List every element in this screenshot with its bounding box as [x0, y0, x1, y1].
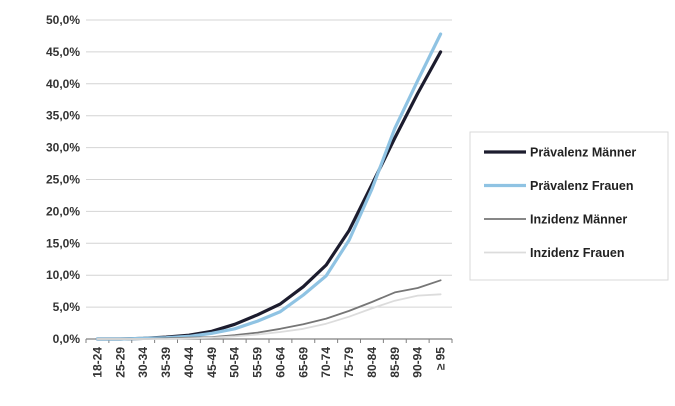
legend-box: [469, 131, 669, 281]
legend-label: Inzidenz Männer: [530, 213, 627, 227]
series-line-4: [96, 293, 442, 340]
x-tick-label: 75-79: [342, 347, 356, 378]
series-layer: [95, 32, 443, 341]
grid-layer: [86, 19, 452, 308]
series-line-1: [95, 50, 443, 341]
y-tick-label: 30,0%: [46, 141, 80, 155]
x-tick-label: 90-94: [411, 347, 425, 378]
x-tick-label: 35-39: [159, 347, 173, 378]
y-tick-label: 20,0%: [46, 204, 80, 218]
x-tick-label: 60-64: [273, 347, 287, 378]
y-tick-label: 5,0%: [53, 300, 81, 314]
y-tick-label: 40,0%: [46, 77, 80, 91]
x-tick-label: 80-84: [365, 347, 379, 378]
legend-label: Prävalenz Frauen: [530, 179, 634, 193]
series-line-2: [95, 32, 443, 341]
x-tick-label: 30-34: [136, 347, 150, 378]
y-tick-label: 15,0%: [46, 236, 80, 250]
y-tick-label: 50,0%: [46, 13, 80, 27]
x-tick-label: 50-54: [228, 347, 242, 378]
x-tick-label: 45-49: [205, 347, 219, 378]
x-tick-label: 18-24: [90, 347, 104, 378]
y-tick-label: 35,0%: [46, 109, 80, 123]
x-tick-label: 40-44: [182, 347, 196, 378]
legend-label: Inzidenz Frauen: [530, 246, 624, 260]
x-tick-label: 70-74: [319, 347, 333, 378]
y-tick-label: 45,0%: [46, 45, 80, 59]
legend: Prävalenz Männer Prävalenz Frauen Inzidenz…: [484, 146, 636, 260]
axis-layer: 0,0% 5,0% 10,0% 15,0% 20,0% 25,0% 30,0% 35,0% 40…: [46, 13, 453, 378]
x-tick-label: ≥ 95: [434, 347, 448, 371]
x-tick-label: 55-59: [251, 347, 265, 378]
x-tick-label: 25-29: [113, 347, 127, 378]
y-tick-label: 0,0%: [53, 332, 81, 346]
legend-label: Prävalenz Männer: [530, 146, 636, 160]
y-tick-label: 25,0%: [46, 173, 80, 187]
x-tick-label: 65-69: [296, 347, 310, 378]
x-tick-label: 85-89: [388, 347, 402, 378]
y-tick-label: 10,0%: [46, 268, 80, 282]
